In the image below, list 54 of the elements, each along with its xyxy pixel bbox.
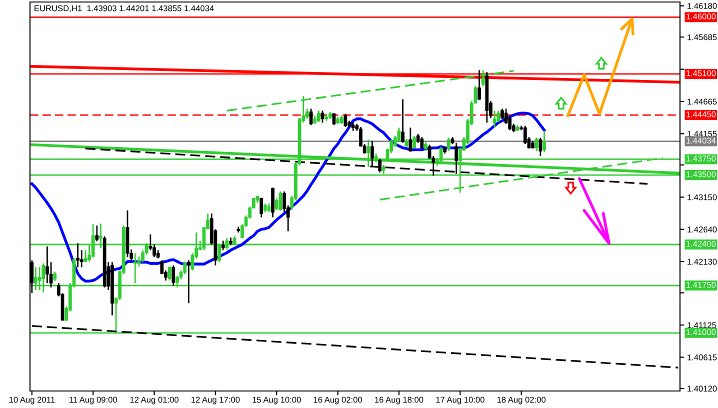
candlestick xyxy=(172,264,176,286)
candlestick xyxy=(523,125,527,145)
candlestick xyxy=(260,197,264,218)
candlestick xyxy=(76,242,80,268)
candlestick xyxy=(478,70,481,101)
candlestick xyxy=(412,135,416,150)
ref-line-label: 1.43750 xyxy=(686,156,716,162)
y-tick-label: 1.46180 xyxy=(688,2,717,9)
candlestick xyxy=(46,246,49,284)
y-tick-label: 1.40615 xyxy=(688,354,717,360)
y-tick-label: 1.41125 xyxy=(688,322,716,328)
y-tick-label: 1.42640 xyxy=(688,226,717,232)
candlestick xyxy=(492,110,496,128)
candlestick xyxy=(446,137,450,152)
ref-line-label: 1.44450 xyxy=(686,111,716,118)
candlestick xyxy=(183,260,187,275)
ref-line-label: 1.43500 xyxy=(686,171,716,178)
ref-line-label: 1.46000 xyxy=(686,13,716,20)
chart-title: EURUSD,H1 1.43903 1.44201 1.43855 1.44034 xyxy=(34,5,214,12)
candlestick xyxy=(95,224,99,242)
candlestick xyxy=(378,158,382,174)
y-tick-label: 1.40120 xyxy=(688,386,717,392)
x-tick-label: 12 Aug 01:00 xyxy=(130,396,178,404)
x-tick-label: 11 Aug 09:00 xyxy=(69,396,118,404)
candlestick xyxy=(133,252,137,284)
y-tick-label: 1.43150 xyxy=(688,194,717,200)
ref-line-label: 1.45100 xyxy=(686,70,716,76)
x-tick-label: 16 Aug 02:00 xyxy=(314,396,362,404)
candlestick xyxy=(397,126,401,142)
candlestick xyxy=(500,108,504,120)
candlestick xyxy=(420,136,424,150)
ref-line-label: 1.41000 xyxy=(686,329,716,336)
candlestick xyxy=(534,137,538,152)
x-tick-label: 17 Aug 10:00 xyxy=(436,396,484,404)
candlestick xyxy=(542,130,546,153)
y-tick-label: 1.42130 xyxy=(688,258,717,265)
candlestick xyxy=(424,140,428,152)
y-tick-label: 1.44665 xyxy=(688,98,717,105)
ref-line-label: 1.42400 xyxy=(686,240,716,247)
x-tick-label: 16 Aug 18:00 xyxy=(375,396,424,404)
y-tick-label: 1.45685 xyxy=(688,34,717,40)
x-tick-label: 18 Aug 02:00 xyxy=(497,396,546,404)
ref-line-label: 1.44034 xyxy=(686,138,716,144)
candlestick xyxy=(186,260,190,304)
y-tick-label: 1.44155 xyxy=(688,130,717,137)
candlestick xyxy=(271,186,274,218)
candlestick xyxy=(316,110,320,123)
ref-line-label: 1.41750 xyxy=(686,282,716,288)
candlestick xyxy=(401,98,404,144)
x-tick-label: 12 Aug 17:00 xyxy=(192,396,240,404)
candlestick xyxy=(53,270,57,282)
x-tick-label: 15 Aug 10:00 xyxy=(252,396,301,404)
candlestick xyxy=(221,240,225,251)
x-tick-label: 10 Aug 2011 xyxy=(9,396,55,404)
